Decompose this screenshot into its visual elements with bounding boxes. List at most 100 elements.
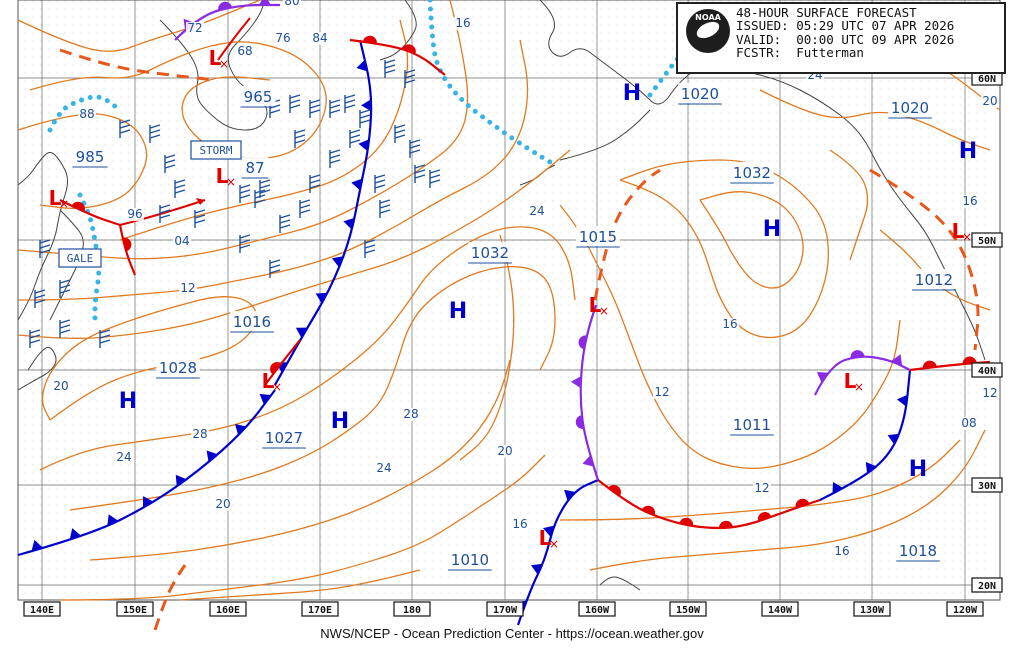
barb-feather <box>349 134 361 139</box>
high-pressure-label: 1018 <box>899 542 937 560</box>
high-pressure-label: 1027 <box>265 429 303 447</box>
lon-label: 120W <box>953 605 978 616</box>
isobar <box>29 41 327 159</box>
barb-feather <box>59 329 71 334</box>
barb-feather <box>294 139 306 144</box>
front-pip <box>962 356 977 365</box>
isobar-label-bg <box>833 545 851 558</box>
isobar-label: 80 <box>284 0 299 8</box>
isobar-label-bg <box>961 195 979 208</box>
barb-feather <box>149 124 161 129</box>
barb-feather <box>414 169 426 174</box>
forecaster: FCSTR: Futterman <box>736 45 864 61</box>
coastline <box>17 346 57 391</box>
warning-box <box>58 248 102 268</box>
wind-barb <box>239 234 251 253</box>
low-pressure-label: 1012 <box>915 271 953 289</box>
front-pip <box>795 498 810 509</box>
barb-feather <box>414 174 426 179</box>
barb-feather <box>404 74 416 79</box>
cold-front-west <box>17 389 276 557</box>
barb-feather <box>164 154 176 159</box>
barb-feather <box>384 64 396 69</box>
isobar-label-bg <box>274 32 292 45</box>
front-pip <box>542 525 555 537</box>
warning-label: STORM <box>199 144 232 157</box>
low-track-arrow <box>196 198 205 205</box>
front-pip <box>850 350 865 358</box>
cold-front-east <box>819 369 912 501</box>
barb-feather <box>299 209 311 214</box>
high-symbol: H <box>623 81 641 106</box>
isobar-label: 12 <box>982 386 997 400</box>
isobar <box>69 266 556 511</box>
ice-edge-line <box>427 0 558 168</box>
isobar <box>459 234 515 461</box>
noaa-logo: NOAA <box>686 9 730 53</box>
isobar-label-bg <box>981 95 999 108</box>
isobar-label-bg <box>179 282 197 295</box>
barb-feather <box>159 214 171 219</box>
isobar-label-bg <box>311 32 329 45</box>
wind-barb <box>174 179 186 198</box>
barb-feather <box>99 329 111 334</box>
wind-barb <box>294 129 306 148</box>
barb-feather <box>294 134 306 139</box>
wind-barb <box>39 239 51 258</box>
fronts <box>17 0 991 631</box>
isobar-label: 24 <box>376 461 391 475</box>
wind-barb <box>374 174 386 193</box>
barb-feather <box>269 264 281 269</box>
isobar-label: 16 <box>722 317 737 331</box>
barb-feather <box>359 119 371 124</box>
barb-feather <box>239 239 251 244</box>
isobar-label: 68 <box>237 44 252 58</box>
axis-labels: 140E 150E 160E 170E 180 170W 160W 150W 140W 130W 1… <box>23 70 1003 617</box>
warning-label: GALE <box>67 252 94 265</box>
wind-barb <box>409 139 421 158</box>
barb-feather <box>329 149 341 154</box>
lon-label-box <box>209 601 247 617</box>
isobar-label: 12 <box>654 385 669 399</box>
isobar <box>39 226 576 471</box>
lat-label-box <box>971 362 1003 378</box>
lon-label-box <box>946 601 984 617</box>
high-pressure-label-bg <box>262 427 306 447</box>
barb-feather <box>404 69 416 74</box>
high-pressure-label-bg <box>888 97 932 117</box>
high-symbol: H <box>331 409 349 434</box>
barb-feather <box>259 179 271 184</box>
low-symbol: L <box>262 369 275 393</box>
barb-feather <box>259 189 271 194</box>
high-pressure-label-bg <box>156 357 200 377</box>
isobar-label: 20 <box>497 444 512 458</box>
low-symbol: L <box>49 186 62 210</box>
isobar-label-bg <box>186 22 204 35</box>
warm-front-gale <box>59 199 121 227</box>
barb-feather <box>59 284 71 289</box>
coastline <box>559 109 651 161</box>
low-center-mark: × <box>599 304 609 318</box>
wind-barb <box>279 214 291 233</box>
barb-feather <box>239 194 251 199</box>
valid-time: VALID: 00:00 UTC 09 APR 2026 <box>736 31 955 47</box>
high-symbol: H <box>119 389 137 414</box>
barb-feather <box>309 109 321 114</box>
low-pressure-label-bg <box>241 157 269 177</box>
low-pressure-label: 1015 <box>579 228 617 246</box>
isobar-label-bg <box>960 417 978 430</box>
barb-feather <box>149 129 161 134</box>
isobar <box>59 454 546 601</box>
lon-label: 150E <box>123 605 147 616</box>
front-pip <box>343 217 355 230</box>
front-pip <box>608 485 621 497</box>
barb-feather <box>39 249 51 254</box>
high-pressure-label-bg <box>230 311 274 331</box>
low-pressure-label: 87 <box>245 159 264 177</box>
lat-label: 30N <box>978 481 996 492</box>
barb-feather <box>289 104 301 109</box>
lat-label-box <box>971 577 1003 593</box>
barb-feather <box>309 179 321 184</box>
isobar <box>759 89 991 151</box>
